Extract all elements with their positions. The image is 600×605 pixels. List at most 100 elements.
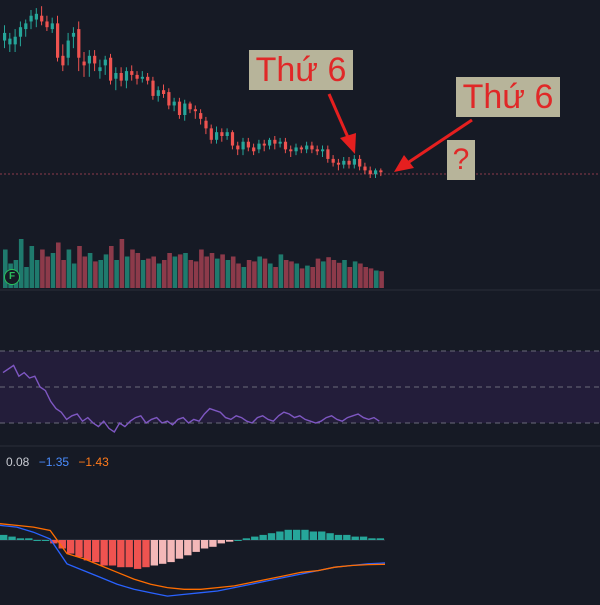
- volume-bar: [374, 270, 379, 288]
- candle-body: [103, 59, 107, 66]
- volume-bar: [140, 260, 146, 288]
- arrow-2-head: [394, 155, 414, 172]
- volume-bar: [114, 260, 119, 288]
- macd-histogram-bar: [368, 538, 376, 540]
- candle-body: [374, 170, 378, 175]
- macd-histogram-bar: [359, 536, 368, 540]
- macd-histogram-bar: [100, 540, 108, 566]
- arrow-1-head: [340, 133, 356, 154]
- macd-histogram-bar: [16, 538, 25, 540]
- annotation-question: ?: [447, 140, 475, 180]
- macd-histogram-bar: [175, 540, 184, 559]
- volume-bar: [98, 260, 103, 288]
- candle-body: [146, 76, 150, 81]
- candle-body: [24, 23, 28, 30]
- volume-bar: [273, 267, 278, 288]
- volume-bar: [305, 265, 310, 288]
- candle-body: [167, 92, 171, 106]
- volume-bar: [230, 256, 236, 288]
- macd-hist-value: 0.08: [6, 455, 30, 469]
- candle-body: [252, 147, 256, 152]
- volume-bar: [268, 263, 273, 288]
- candle-body: [140, 76, 144, 79]
- volume-bar: [352, 261, 358, 288]
- macd-histogram-bar: [217, 540, 225, 544]
- volume-bar: [3, 249, 8, 288]
- macd-histogram-bar: [318, 531, 326, 540]
- volume-bars: [3, 239, 384, 288]
- candle-body: [268, 139, 272, 146]
- macd-histogram-bar: [251, 536, 259, 540]
- candle-body: [66, 40, 70, 58]
- volume-bar: [204, 256, 209, 288]
- candle-body: [177, 101, 182, 115]
- candle-body: [61, 55, 65, 66]
- candle-body: [124, 71, 129, 81]
- macd-histogram-bar: [167, 540, 175, 563]
- macd-histogram-bar: [142, 540, 150, 568]
- candle-body: [13, 36, 17, 45]
- candle-body: [368, 170, 372, 175]
- f-badge[interactable]: F: [4, 269, 20, 285]
- candle-body: [135, 74, 139, 79]
- volume-bar: [241, 267, 247, 288]
- volume-bar: [40, 249, 45, 288]
- arrow-2-shaft: [405, 118, 473, 166]
- volume-bar: [66, 249, 72, 288]
- candle-body: [114, 73, 118, 79]
- macd-histogram-bar: [334, 534, 343, 540]
- candle-body: [82, 61, 86, 66]
- volume-bar: [82, 256, 88, 288]
- candle-body: [34, 13, 38, 20]
- volume-bar: [18, 239, 24, 288]
- candle-body: [336, 162, 341, 165]
- volume-bar: [342, 260, 347, 288]
- candle-body: [188, 103, 192, 110]
- macd-histogram-bar: [376, 538, 384, 540]
- annotation-label-2: Thứ 6: [456, 77, 560, 117]
- candle-body: [230, 132, 235, 146]
- candle-body: [299, 147, 303, 150]
- candle-body: [8, 38, 12, 45]
- candle-body: [215, 132, 219, 140]
- volume-bar: [294, 263, 300, 288]
- macd-histogram-bar: [8, 536, 16, 540]
- volume-bar: [347, 267, 353, 288]
- candle-body: [56, 23, 60, 58]
- volume-bar: [209, 253, 215, 288]
- candle-body: [342, 160, 346, 165]
- candle-body: [77, 29, 81, 58]
- candle-body: [331, 158, 335, 163]
- macd-histogram-bar: [133, 540, 142, 569]
- signal-line: [0, 523, 386, 590]
- volume-bar: [183, 253, 188, 288]
- volume-bar: [56, 242, 61, 288]
- candle-body: [315, 149, 319, 152]
- volume-bar: [109, 246, 114, 288]
- macd-histogram-bar: [242, 538, 251, 540]
- volume-bar: [61, 260, 66, 288]
- candle-body: [156, 90, 160, 96]
- candle-body: [289, 149, 293, 152]
- macd-histogram-bar: [75, 540, 83, 557]
- volume-bar: [363, 267, 368, 288]
- volume-bar: [177, 254, 183, 288]
- candle-body: [310, 145, 314, 150]
- volume-bar: [45, 256, 50, 288]
- macd-histogram-bar: [343, 534, 351, 540]
- macd-histogram-bar: [301, 529, 309, 540]
- candle-body: [109, 57, 113, 81]
- volume-bar: [246, 260, 252, 288]
- candle-body: [283, 141, 288, 150]
- candles: [3, 6, 383, 178]
- volume-bar: [331, 260, 337, 288]
- macd-histogram-bar: [41, 540, 50, 541]
- macd-histogram-bar: [117, 540, 125, 568]
- volume-bar: [146, 258, 151, 288]
- volume-bar: [167, 253, 172, 288]
- volume-bar: [299, 268, 305, 288]
- candle-body: [71, 32, 76, 37]
- volume-bar: [379, 271, 384, 288]
